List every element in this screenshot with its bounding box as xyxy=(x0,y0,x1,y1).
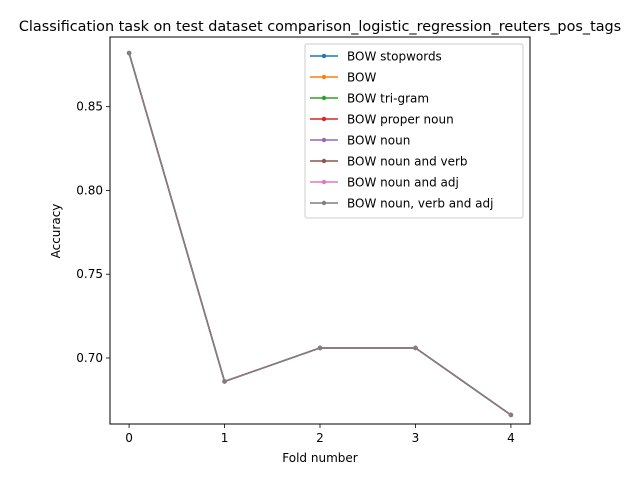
y-tick-label: 0.75 xyxy=(76,267,103,281)
x-tick-label: 3 xyxy=(412,431,420,445)
legend-swatch-marker xyxy=(321,116,327,122)
legend-entry: BOW noun and verb xyxy=(310,155,468,169)
legend-entry: BOW proper noun xyxy=(310,113,454,127)
y-axis-label: Accuracy xyxy=(49,204,63,259)
data-point xyxy=(126,50,132,56)
series-layer xyxy=(126,50,514,418)
legend-label: BOW noun and adj xyxy=(347,176,459,190)
x-axis-ticks: 0 1 2 3 4 xyxy=(125,424,515,445)
legend-entry: BOW xyxy=(310,71,376,85)
legend-swatch-marker xyxy=(321,137,327,143)
legend-entry: BOW noun, verb and adj xyxy=(310,197,493,211)
legend-box xyxy=(304,43,524,219)
legend-label: BOW stopwords xyxy=(347,50,442,64)
y-tick-label: 0.80 xyxy=(76,183,103,197)
legend-swatch-marker xyxy=(321,95,327,101)
chart-title: Classification task on test dataset comp… xyxy=(19,19,621,35)
y-tick-label: 0.70 xyxy=(76,351,103,365)
x-tick-label: 4 xyxy=(507,431,515,445)
data-point xyxy=(317,345,323,351)
legend: BOW stopwords BOW BOW tri-gram BOW proper n… xyxy=(304,43,524,219)
data-point xyxy=(222,379,227,384)
legend-entry: BOW noun and adj xyxy=(310,176,459,190)
legend-swatch-marker xyxy=(321,53,327,59)
legend-label: BOW noun and verb xyxy=(347,155,468,169)
y-axis-ticks: 0.70 0.75 0.80 0.85 xyxy=(76,100,110,365)
data-point xyxy=(413,345,418,351)
legend-label: BOW tri-gram xyxy=(347,92,429,106)
legend-swatch-marker xyxy=(321,158,327,164)
legend-swatch-marker xyxy=(321,74,327,80)
x-tick-label: 0 xyxy=(125,431,133,445)
legend-label: BOW proper noun xyxy=(347,113,454,127)
data-point xyxy=(508,412,514,418)
legend-label: BOW xyxy=(347,71,376,85)
legend-entry: BOW stopwords xyxy=(310,50,442,64)
legend-entry: BOW noun xyxy=(310,134,410,148)
legend-swatch-marker xyxy=(321,179,327,185)
x-axis-label: Fold number xyxy=(282,451,357,465)
series-7 xyxy=(126,50,514,418)
legend-swatch-marker xyxy=(321,200,327,206)
x-tick-label: 2 xyxy=(316,431,324,445)
legend-label: BOW noun xyxy=(347,134,410,148)
legend-entry: BOW tri-gram xyxy=(310,92,429,106)
y-tick-label: 0.85 xyxy=(76,100,103,114)
legend-label: BOW noun, verb and adj xyxy=(347,197,493,211)
x-tick-label: 1 xyxy=(221,431,229,445)
